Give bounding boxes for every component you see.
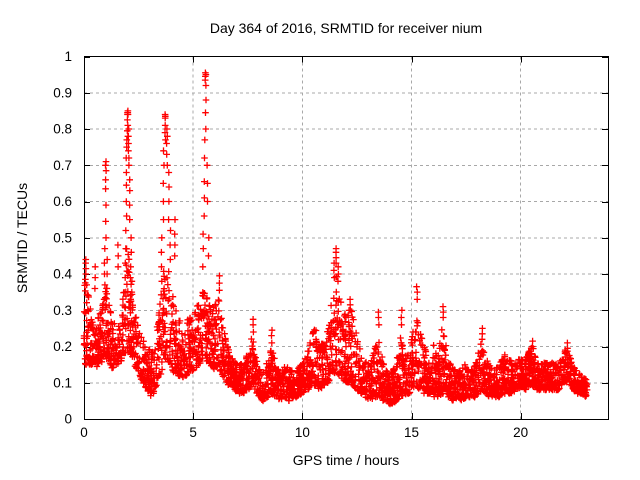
y-tick-label: 0.6 bbox=[53, 194, 72, 209]
y-tick-label: 0 bbox=[64, 412, 72, 427]
y-tick-label: 0.5 bbox=[53, 230, 72, 245]
y-axis-label: SRMTID / TECUs bbox=[14, 183, 30, 293]
x-tick-label: 0 bbox=[80, 425, 88, 440]
x-tick-label: 5 bbox=[189, 425, 197, 440]
axis-ticks bbox=[84, 56, 608, 420]
x-tick-label: 15 bbox=[404, 425, 419, 440]
y-tick-label: 0.2 bbox=[53, 339, 72, 354]
y-tick-label: 0.4 bbox=[53, 267, 72, 282]
tick-labels: 0 5 10 15 20 0 0.1 0.2 0.3 0.4 0.5 0.6 0.7 0.8 0.9 1 bbox=[53, 49, 528, 440]
y-tick-label: 0.7 bbox=[53, 158, 72, 173]
y-tick-label: 0.3 bbox=[53, 303, 72, 318]
x-tick-label: 20 bbox=[513, 425, 528, 440]
y-tick-label: 1 bbox=[64, 49, 72, 64]
y-tick-label: 0.8 bbox=[53, 122, 72, 137]
x-tick-label: 10 bbox=[295, 425, 310, 440]
scatter-plus-markers bbox=[80, 69, 591, 408]
x-axis-label: GPS time / hours bbox=[293, 452, 400, 468]
chart-title: Day 364 of 2016, SRMTID for receiver niu… bbox=[210, 20, 482, 36]
data-points bbox=[80, 69, 591, 408]
y-tick-label: 0.1 bbox=[53, 375, 72, 390]
y-tick-label: 0.9 bbox=[53, 85, 72, 100]
